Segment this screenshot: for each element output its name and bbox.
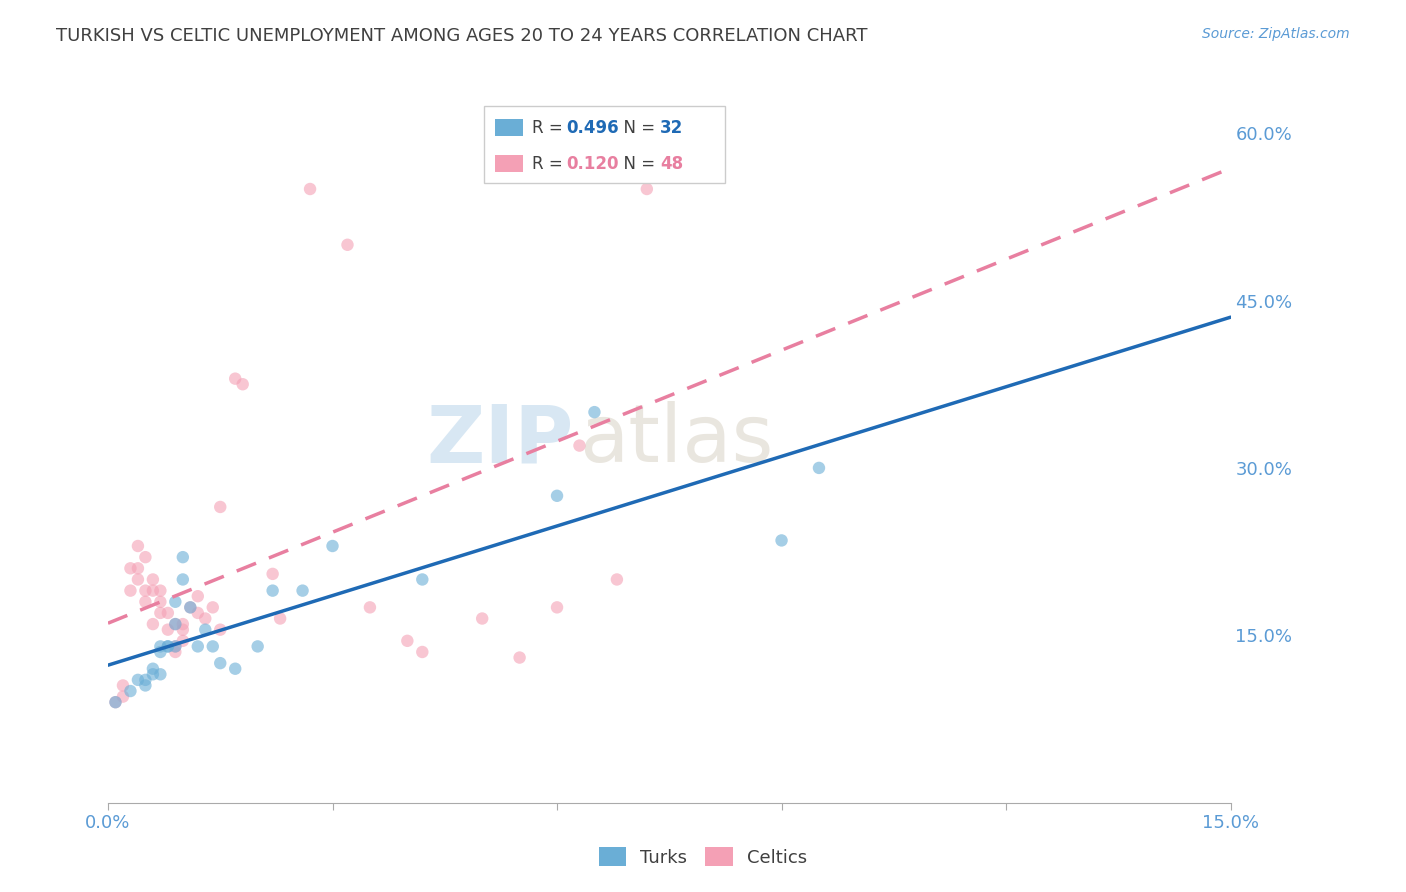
Point	[142, 667, 165, 681]
Point	[209, 500, 232, 514]
Text: R =: R =	[533, 154, 568, 172]
Point	[111, 678, 134, 692]
Point	[104, 695, 127, 709]
Point	[299, 182, 322, 196]
Point	[127, 561, 149, 575]
FancyBboxPatch shape	[495, 119, 523, 136]
Point	[546, 489, 568, 503]
Point	[172, 623, 194, 637]
Point	[321, 539, 343, 553]
Point	[111, 690, 134, 704]
Point	[509, 650, 531, 665]
Point	[201, 600, 224, 615]
Point	[194, 623, 217, 637]
FancyBboxPatch shape	[484, 106, 725, 183]
Point	[269, 611, 291, 625]
Point	[142, 573, 165, 587]
Point	[172, 617, 194, 632]
Point	[232, 377, 254, 392]
Point	[696, 126, 718, 140]
Point	[120, 583, 142, 598]
Point	[568, 439, 591, 453]
Point	[291, 583, 314, 598]
Point	[149, 640, 172, 654]
Point	[156, 606, 179, 620]
Point	[209, 623, 232, 637]
Point	[583, 405, 606, 419]
Point	[165, 617, 187, 632]
Point	[606, 573, 628, 587]
Point	[209, 656, 232, 670]
Point	[165, 595, 187, 609]
Text: 0.120: 0.120	[567, 154, 619, 172]
Point	[165, 617, 187, 632]
Text: N =: N =	[613, 154, 661, 172]
Point	[142, 583, 165, 598]
Point	[636, 182, 658, 196]
Point	[194, 611, 217, 625]
Point	[172, 633, 194, 648]
Text: Source: ZipAtlas.com: Source: ZipAtlas.com	[1202, 27, 1350, 41]
Point	[134, 550, 156, 565]
Point	[224, 662, 246, 676]
Point	[142, 662, 165, 676]
Point	[156, 640, 179, 654]
Point	[134, 595, 156, 609]
Text: 32: 32	[661, 119, 683, 136]
Point	[156, 640, 179, 654]
Point	[411, 645, 433, 659]
Point	[179, 600, 201, 615]
Text: 48: 48	[661, 154, 683, 172]
Point	[172, 550, 194, 565]
Point	[546, 600, 568, 615]
Point	[134, 673, 156, 687]
Point	[770, 533, 793, 548]
Point	[262, 566, 284, 581]
Legend: Turks, Celtics: Turks, Celtics	[592, 840, 814, 874]
Point	[187, 589, 209, 603]
Point	[165, 640, 187, 654]
Point	[471, 611, 494, 625]
Point	[187, 640, 209, 654]
Point	[149, 606, 172, 620]
Point	[142, 617, 165, 632]
Point	[807, 461, 830, 475]
Point	[187, 606, 209, 620]
Point	[411, 573, 433, 587]
Point	[149, 667, 172, 681]
Point	[149, 583, 172, 598]
Text: 0.496: 0.496	[567, 119, 619, 136]
Point	[224, 372, 246, 386]
Point	[262, 583, 284, 598]
FancyBboxPatch shape	[495, 155, 523, 172]
Point	[165, 645, 187, 659]
Text: N =: N =	[613, 119, 661, 136]
Point	[134, 678, 156, 692]
Point	[179, 600, 201, 615]
Point	[149, 595, 172, 609]
Point	[201, 640, 224, 654]
Point	[172, 573, 194, 587]
Point	[120, 684, 142, 698]
Point	[246, 640, 269, 654]
Point	[127, 573, 149, 587]
Text: TURKISH VS CELTIC UNEMPLOYMENT AMONG AGES 20 TO 24 YEARS CORRELATION CHART: TURKISH VS CELTIC UNEMPLOYMENT AMONG AGE…	[56, 27, 868, 45]
Text: atlas: atlas	[579, 401, 773, 479]
Point	[336, 237, 359, 252]
Point	[149, 645, 172, 659]
Point	[127, 673, 149, 687]
Point	[396, 633, 419, 648]
Text: R =: R =	[533, 119, 568, 136]
Point	[165, 640, 187, 654]
Point	[134, 583, 156, 598]
Text: ZIP: ZIP	[426, 401, 574, 479]
Point	[156, 623, 179, 637]
Point	[104, 695, 127, 709]
Point	[359, 600, 381, 615]
Point	[120, 561, 142, 575]
Point	[127, 539, 149, 553]
